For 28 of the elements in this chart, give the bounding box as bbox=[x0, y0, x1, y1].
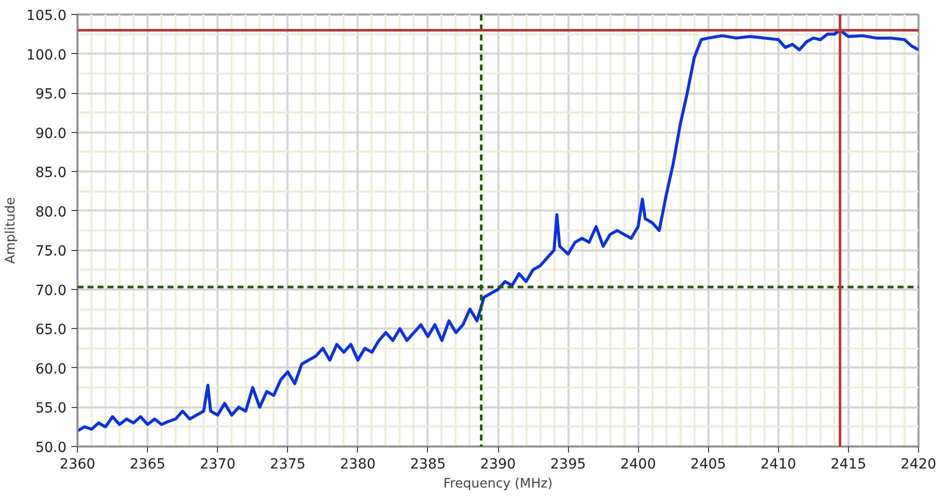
y-tick-label: 65.0 bbox=[35, 322, 66, 338]
x-tick-label: 2395 bbox=[550, 456, 586, 472]
x-tick-label: 2400 bbox=[620, 456, 656, 472]
x-tick-label: 2405 bbox=[690, 456, 726, 472]
x-tick-label: 2420 bbox=[900, 456, 936, 472]
line-series bbox=[78, 28, 918, 432]
y-tick-label: 60.0 bbox=[35, 361, 66, 378]
y-axis-title: Amplitude bbox=[3, 197, 18, 264]
y-tick-label: 70.0 bbox=[35, 282, 66, 299]
x-tick-label: 2370 bbox=[200, 456, 236, 472]
y-tick-label: 55.0 bbox=[35, 400, 66, 417]
y-tick-label: 75.0 bbox=[35, 244, 66, 260]
x-tick-label: 2415 bbox=[830, 456, 866, 472]
y-tick-label: 85.0 bbox=[35, 165, 66, 182]
y-tick-label: 95.0 bbox=[35, 86, 66, 103]
y-tick-label: 105.0 bbox=[26, 8, 67, 24]
x-tick-label: 2380 bbox=[340, 456, 376, 472]
y-tick-label: 90.0 bbox=[35, 126, 66, 142]
y-tick-label: 80.0 bbox=[35, 204, 66, 220]
y-tick-label: 100.0 bbox=[26, 47, 67, 64]
x-tick-label: 2410 bbox=[760, 456, 796, 472]
x-tick-label: 2360 bbox=[60, 456, 96, 472]
x-tick-label: 2375 bbox=[270, 456, 306, 472]
x-tick-label: 2385 bbox=[410, 456, 446, 472]
x-tick-label: 2365 bbox=[130, 456, 166, 472]
x-tick-label: 2390 bbox=[480, 456, 516, 472]
y-tick-label: 50.0 bbox=[35, 440, 66, 456]
x-axis-title: Frequency (MHz) bbox=[443, 476, 553, 492]
